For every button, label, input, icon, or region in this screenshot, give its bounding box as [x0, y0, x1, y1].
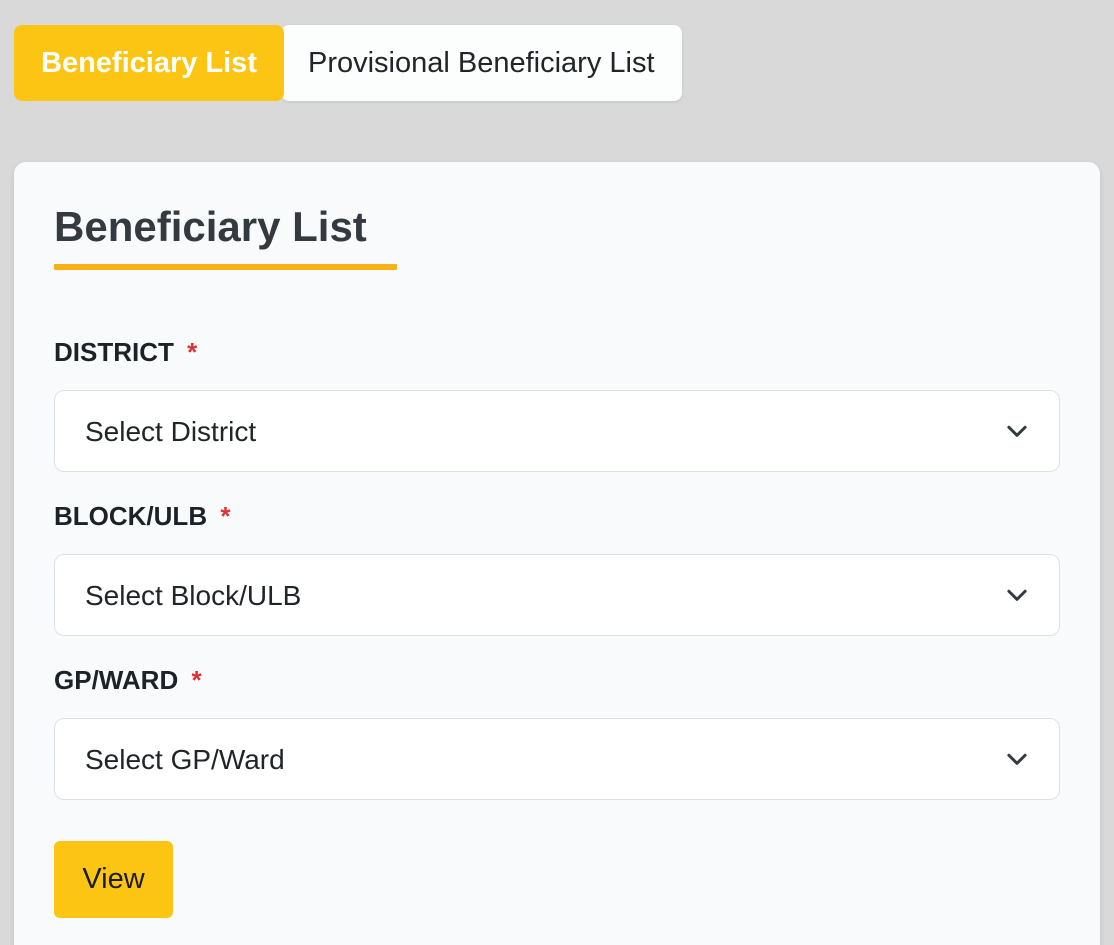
- district-label: DISTRICT *: [54, 337, 1060, 367]
- district-select-wrap: Select District: [54, 390, 1060, 472]
- block-ulb-label: BLOCK/ULB *: [54, 501, 1060, 531]
- required-asterisk: *: [191, 665, 202, 695]
- required-asterisk: *: [220, 501, 231, 531]
- tab-beneficiary-list[interactable]: Beneficiary List: [14, 25, 284, 101]
- view-button[interactable]: View: [54, 841, 173, 918]
- beneficiary-list-card: Beneficiary List DISTRICT * Select Distr…: [14, 162, 1100, 945]
- card-title: Beneficiary List: [54, 203, 367, 250]
- gp-ward-label-text: GP/WARD: [54, 665, 179, 695]
- district-label-text: DISTRICT: [54, 337, 174, 367]
- gp-ward-label: GP/WARD *: [54, 665, 1060, 695]
- district-select[interactable]: Select District: [54, 390, 1060, 472]
- gp-ward-select[interactable]: Select GP/Ward: [54, 718, 1060, 800]
- tab-provisional-beneficiary-list[interactable]: Provisional Beneficiary List: [280, 25, 682, 101]
- block-ulb-select-wrap: Select Block/ULB: [54, 554, 1060, 636]
- title-underline: [54, 264, 397, 270]
- block-ulb-label-text: BLOCK/ULB: [54, 501, 208, 531]
- gp-ward-select-wrap: Select GP/Ward: [54, 718, 1060, 800]
- block-ulb-select[interactable]: Select Block/ULB: [54, 554, 1060, 636]
- required-asterisk: *: [187, 337, 198, 367]
- tab-bar: Beneficiary List Provisional Beneficiary…: [14, 25, 682, 101]
